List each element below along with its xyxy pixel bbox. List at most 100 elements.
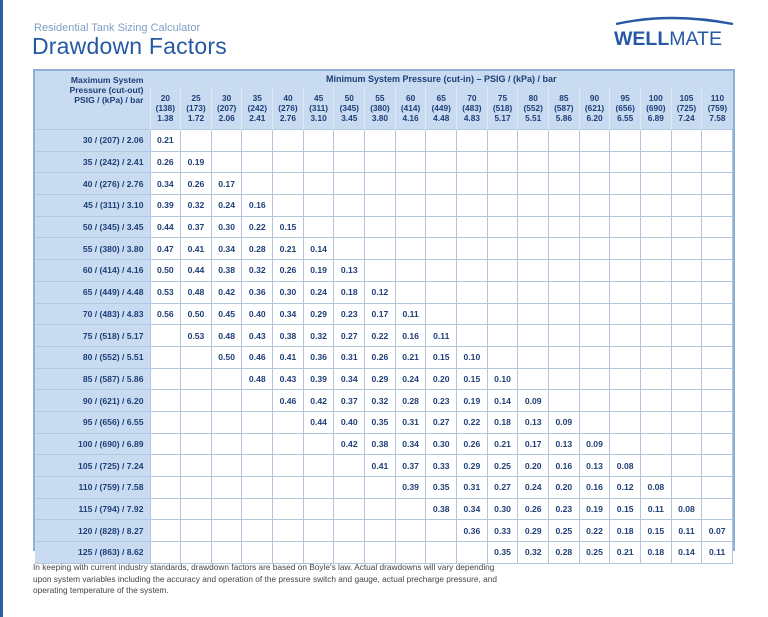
table-cell — [640, 345, 672, 369]
table-cell — [210, 541, 243, 564]
table-cell — [486, 345, 519, 369]
row-label: 30 / (207) / 2.06 — [35, 129, 151, 152]
table-cell — [578, 129, 611, 152]
table-cell — [701, 497, 733, 521]
column-header: 75 (518) 5.17 — [486, 87, 518, 130]
column-header-bar: 3.10 — [310, 113, 327, 123]
table-cell — [670, 432, 703, 456]
table-cell: 0.21 — [394, 345, 427, 369]
table-cell — [180, 410, 212, 434]
table-cell: 0.36 — [456, 519, 488, 543]
table-cell — [517, 172, 550, 196]
column-header-psig: 40 — [283, 93, 293, 103]
table-cell — [517, 129, 550, 152]
table-cell: 0.50 — [180, 302, 212, 326]
table-cell: 0.28 — [394, 389, 427, 412]
table-cell — [394, 237, 427, 261]
table-cell — [241, 172, 274, 196]
table-cell — [149, 432, 182, 456]
table-cell: 0.10 — [486, 367, 519, 391]
table-cell — [640, 215, 672, 239]
table-cell: 0.48 — [210, 324, 243, 347]
table-cell — [180, 367, 212, 391]
table-cell — [149, 367, 182, 391]
column-header-psig: 30 — [222, 93, 232, 103]
table-cell — [210, 367, 243, 391]
column-header: 70 (483) 4.83 — [456, 87, 488, 130]
table-cell — [241, 541, 274, 564]
table-cell — [456, 302, 488, 326]
table-cell: 0.32 — [180, 194, 212, 217]
table-cell — [486, 215, 519, 239]
table-cell — [486, 259, 519, 282]
table-cell — [548, 237, 580, 261]
table-cell: 0.39 — [302, 367, 335, 391]
table-cell: 0.36 — [302, 345, 335, 369]
table-cell: 0.22 — [241, 215, 274, 239]
column-header-kpa: (207) — [216, 103, 237, 113]
table-cell: 0.26 — [517, 497, 550, 521]
table-cell: 0.26 — [456, 432, 488, 456]
table-cell — [302, 150, 335, 174]
table-cell — [670, 367, 703, 391]
table-cell: 0.53 — [149, 280, 182, 304]
table-cell — [609, 150, 641, 174]
row-label: 90 / (621) / 6.20 — [35, 389, 151, 412]
table-cell: 0.22 — [456, 410, 488, 434]
column-header-kpa: (242) — [247, 103, 267, 113]
table-cell — [333, 237, 366, 261]
column-header-bar: 5.51 — [525, 113, 542, 123]
table-cell: 0.29 — [456, 454, 488, 477]
table-cell: 0.32 — [241, 259, 274, 282]
column-header-kpa: (518) — [492, 103, 513, 113]
table-cell — [210, 129, 243, 152]
table-cell: 0.56 — [149, 302, 182, 326]
table-cell: 0.15 — [272, 215, 304, 239]
table-cell — [364, 237, 396, 261]
table-row: 70 / (483) / 4.83 0.56 0.50 0.45 0.40 0.34 0.2… — [35, 302, 733, 326]
table-cell — [640, 172, 672, 196]
table-cell: 0.19 — [180, 150, 212, 174]
table-cell — [425, 519, 458, 543]
svg-text:WELLMATE: WELLMATE — [614, 28, 722, 49]
column-header-row: 20 (138) 1.38 25 (173) 1.72 30 (207) 2.06 35 (242)… — [35, 87, 733, 130]
table-cell — [333, 497, 366, 521]
table-cell — [210, 432, 243, 456]
row-label: 35 / (242) / 2.41 — [35, 150, 151, 174]
column-header-bar: 2.41 — [249, 113, 266, 123]
table-cell: 0.33 — [486, 519, 519, 543]
table-cell: 0.09 — [578, 432, 611, 456]
table-cell: 0.07 — [701, 519, 733, 543]
table-cell: 0.39 — [394, 476, 427, 499]
table-cell — [333, 194, 366, 217]
column-header-bar: 2.76 — [279, 113, 297, 123]
table-cell — [640, 280, 672, 304]
table-cell: 0.24 — [394, 367, 427, 391]
table-cell — [701, 194, 733, 217]
table-cell: 0.29 — [302, 302, 335, 326]
table-cell: 0.34 — [333, 367, 366, 391]
table-cell — [670, 454, 703, 477]
column-group-header: Minimum System Pressure (cut-in) – PSIG … — [150, 71, 733, 87]
column-header-psig: 45 — [313, 93, 324, 103]
row-label: 45 / (311) / 3.10 — [35, 194, 151, 217]
table-cell: 0.19 — [578, 497, 611, 521]
table-row: 115 / (794) / 7.92 0.38 0.34 0.30 0.26 0.23 0.… — [35, 497, 733, 521]
column-header-bar: 4.83 — [463, 113, 480, 123]
table-cell — [670, 259, 703, 282]
table-cell — [333, 519, 366, 543]
table-cell — [578, 302, 611, 326]
table-cell — [456, 129, 488, 152]
table-cell — [640, 237, 672, 261]
table-cell — [425, 259, 458, 282]
table-cell — [609, 259, 641, 282]
table-cell — [548, 129, 580, 152]
table-cell: 0.40 — [241, 302, 274, 326]
column-header-bar: 4.16 — [402, 113, 419, 123]
column-header-psig: 55 — [375, 93, 385, 103]
row-header-line-3: PSIG / (kPa) / bar — [74, 95, 144, 105]
table-cell — [517, 194, 550, 217]
column-header-psig: 95 — [620, 93, 630, 103]
table-cell: 0.44 — [302, 410, 335, 434]
table-cell: 0.16 — [578, 476, 611, 499]
